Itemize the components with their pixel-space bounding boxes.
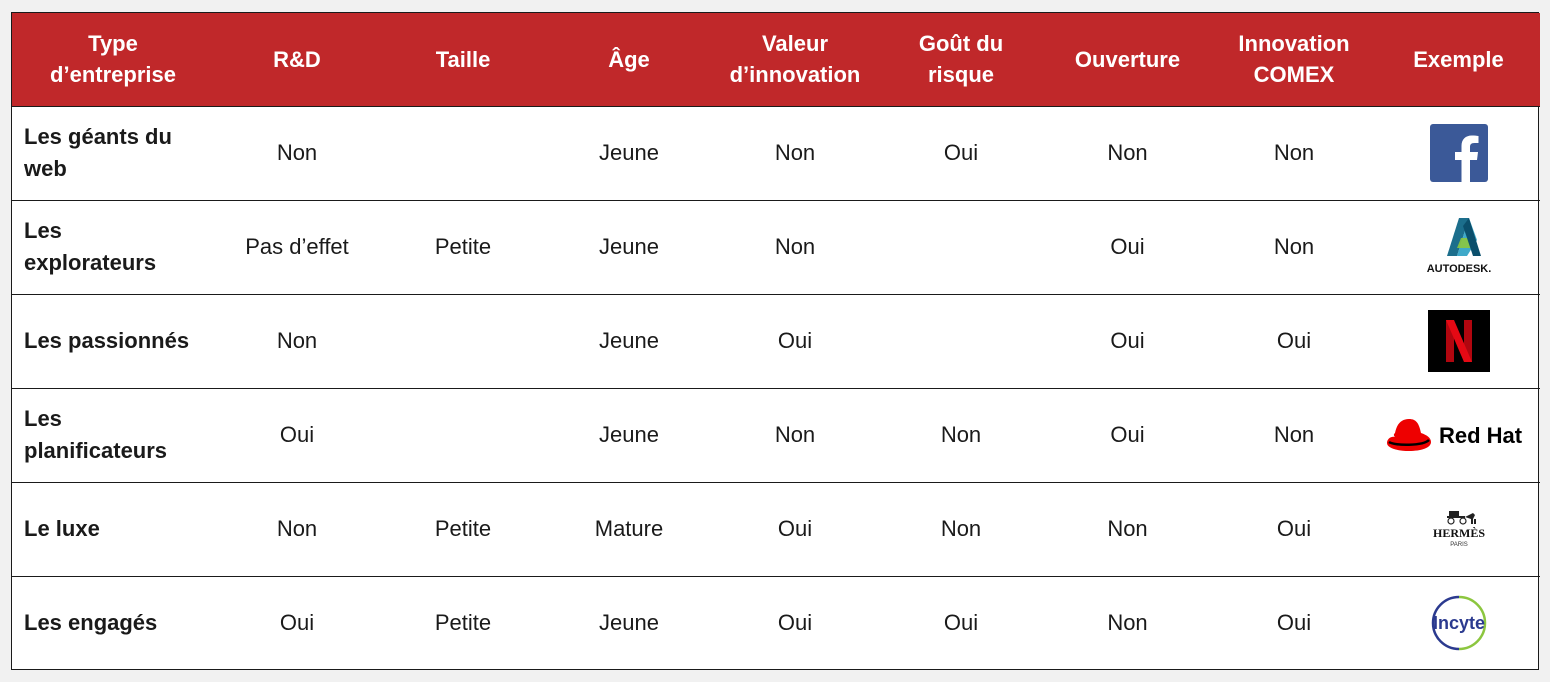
table-row: Les planificateurs Oui Jeune Non Non Oui… (12, 387, 1540, 482)
hermes-wordmark: HERMÈS (1432, 526, 1484, 540)
cell-risque: Non (878, 481, 1044, 576)
cell-rd: Oui (214, 387, 380, 482)
cell-risque (878, 293, 1044, 388)
cell-age: Mature (546, 481, 712, 576)
comparison-table-frame: Type d’entreprise R&D Taille Âge Valeur … (11, 12, 1540, 670)
header-risque: Goût du risque (878, 13, 1044, 106)
row-type-label: Les explorateurs (12, 199, 214, 294)
table-row: Les engagés Oui Petite Jeune Oui Oui Non… (12, 575, 1540, 670)
cell-comex: Non (1211, 199, 1377, 294)
cell-comex: Non (1211, 387, 1377, 482)
row-type-label: Les planificateurs (12, 387, 214, 482)
row-type-label: Les engagés (12, 575, 214, 670)
cell-rd: Non (214, 105, 380, 200)
cell-age: Jeune (546, 199, 712, 294)
incyte-logo: Incyte (1431, 596, 1486, 651)
row-type-label: Les passionnés (12, 293, 214, 388)
cell-comex: Oui (1211, 575, 1377, 670)
cell-age: Jeune (546, 387, 712, 482)
row-type-label: Les géants du web (12, 105, 214, 200)
cell-exemple: AUTODESK. (1377, 199, 1540, 294)
header-type: Type d’entreprise (12, 13, 214, 106)
cell-rd: Non (214, 481, 380, 576)
cell-taille: Petite (380, 575, 546, 670)
cell-age: Jeune (546, 105, 712, 200)
cell-valeur: Oui (712, 293, 878, 388)
hermes-subtext: PARIS (1450, 542, 1468, 548)
cell-exemple: HERMÈS PARIS (1377, 481, 1540, 576)
cell-age: Jeune (546, 293, 712, 388)
table-row: Les explorateurs Pas d’effet Petite Jeun… (12, 199, 1540, 294)
table-row: Les géants du web Non Jeune Non Oui Non … (12, 105, 1540, 200)
cell-valeur: Non (712, 387, 878, 482)
cell-valeur: Non (712, 105, 878, 200)
autodesk-logo: AUTODESK. (1426, 218, 1491, 275)
cell-taille: Petite (380, 481, 546, 576)
cell-valeur: Oui (712, 481, 878, 576)
cell-ouverture: Oui (1044, 387, 1211, 482)
facebook-logo (1429, 124, 1488, 182)
header-age: Âge (546, 13, 712, 106)
redhat-wordmark: Red Hat (1439, 423, 1523, 448)
cell-exemple (1377, 293, 1540, 388)
cell-rd: Pas d’effet (214, 199, 380, 294)
cell-risque (878, 199, 1044, 294)
cell-comex: Oui (1211, 293, 1377, 388)
header-valeur: Valeur d’innovation (712, 13, 878, 106)
enterprise-type-table: Type d’entreprise R&D Taille Âge Valeur … (12, 13, 1540, 670)
cell-taille: Petite (380, 199, 546, 294)
cell-taille (380, 105, 546, 200)
cell-comex: Non (1211, 105, 1377, 200)
hermes-logo: HERMÈS PARIS (1432, 511, 1485, 548)
header-exemple: Exemple (1377, 13, 1540, 106)
header-row: Type d’entreprise R&D Taille Âge Valeur … (12, 13, 1540, 106)
cell-risque: Oui (878, 105, 1044, 200)
cell-ouverture: Oui (1044, 293, 1211, 388)
cell-exemple: Incyte (1377, 575, 1540, 670)
cell-age: Jeune (546, 575, 712, 670)
row-type-label: Le luxe (12, 481, 214, 576)
cell-taille (380, 293, 546, 388)
cell-ouverture: Oui (1044, 199, 1211, 294)
header-rd: R&D (214, 13, 380, 106)
table-row: Les passionnés Non Jeune Oui Oui Oui (12, 293, 1540, 388)
cell-risque: Oui (878, 575, 1044, 670)
cell-rd: Oui (214, 575, 380, 670)
cell-valeur: Oui (712, 575, 878, 670)
cell-risque: Non (878, 387, 1044, 482)
autodesk-wordmark: AUTODESK. (1426, 263, 1491, 275)
header-comex: Innovation COMEX (1211, 13, 1377, 106)
incyte-wordmark: Incyte (1432, 613, 1484, 633)
cell-valeur: Non (712, 199, 878, 294)
cell-rd: Non (214, 293, 380, 388)
cell-ouverture: Non (1044, 481, 1211, 576)
header-taille: Taille (380, 13, 546, 106)
table-row: Le luxe Non Petite Mature Oui Non Non Ou… (12, 481, 1540, 576)
cell-taille (380, 387, 546, 482)
redhat-logo: Red Hat (1386, 419, 1523, 451)
header-ouverture: Ouverture (1044, 13, 1211, 106)
netflix-logo (1427, 310, 1490, 372)
cell-exemple (1377, 105, 1540, 200)
cell-comex: Oui (1211, 481, 1377, 576)
cell-exemple: Red Hat (1377, 387, 1540, 482)
cell-ouverture: Non (1044, 105, 1211, 200)
cell-ouverture: Non (1044, 575, 1211, 670)
